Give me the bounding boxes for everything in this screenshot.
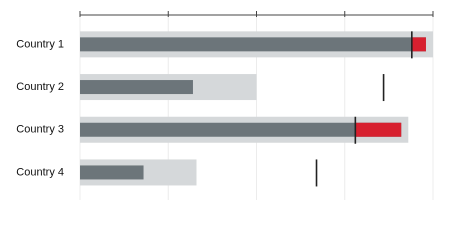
category-label: Country 4	[16, 166, 64, 178]
over-target-bar	[411, 37, 426, 52]
over-target-bar	[355, 122, 402, 137]
value-bar	[80, 122, 402, 137]
value-bar	[80, 37, 426, 52]
category-label: Country 3	[16, 124, 64, 136]
chart: Country 1 Country 2 Country 3 Country 4	[16, 11, 434, 200]
category-label: Country 2	[16, 81, 64, 93]
category-label: Country 1	[16, 38, 64, 50]
value-bar	[80, 165, 144, 180]
value-bar	[80, 80, 193, 95]
